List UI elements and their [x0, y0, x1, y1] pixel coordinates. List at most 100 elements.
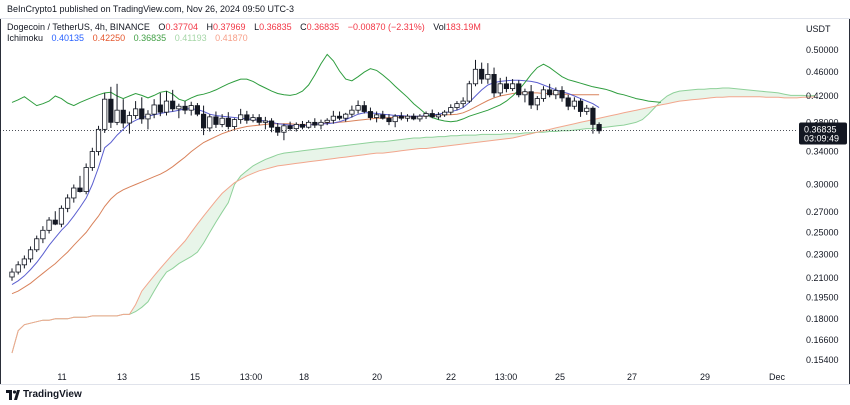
candle — [503, 76, 510, 93]
candle — [145, 110, 151, 130]
candle — [522, 88, 528, 103]
candle — [21, 255, 27, 269]
base-value: 0.42250 — [92, 33, 126, 43]
base-line — [11, 92, 600, 295]
indicator-name[interactable]: Ichimoku — [7, 33, 44, 43]
candle — [52, 211, 58, 226]
x-tick-label: 20 — [372, 372, 382, 382]
candle — [281, 123, 287, 141]
x-tick-label: 15 — [190, 372, 200, 382]
candle — [306, 120, 312, 129]
candle — [89, 147, 95, 171]
candle — [238, 108, 244, 124]
candle — [312, 118, 318, 128]
footer-bar: TradingView — [0, 384, 850, 405]
candle — [151, 99, 157, 119]
candle — [374, 111, 380, 123]
candle — [200, 105, 207, 136]
price-chart[interactable]: 0.50000 0.46000 0.42000 0.38000 0.34000 0.300… — [0, 0, 850, 384]
y-tick-label: 0.18000 — [806, 314, 839, 324]
candle-countdown: 03:09:49 — [804, 134, 839, 144]
candle — [170, 89, 176, 112]
candle — [34, 235, 40, 253]
candle — [516, 80, 522, 98]
candle — [250, 114, 256, 123]
publish-bar: BeInCrypto1 published on TradingView.com… — [0, 0, 850, 19]
x-tick-label: 13 — [117, 372, 127, 382]
candle — [95, 125, 102, 156]
candle — [318, 119, 324, 130]
candle — [472, 59, 479, 87]
candle — [540, 86, 547, 102]
candle — [411, 113, 417, 121]
high-value: 0.37969 — [213, 22, 246, 32]
candle — [126, 111, 133, 134]
candle — [590, 106, 596, 134]
candle — [417, 114, 423, 122]
candle — [386, 114, 392, 126]
y-tick-label: 0.34000 — [806, 147, 839, 157]
candle — [559, 86, 565, 102]
ichimoku-lines — [11, 53, 661, 295]
symbol-title[interactable]: Dogecoin / TetherUS, 4h, BINANCE — [7, 22, 150, 32]
y-tick-label: 0.42000 — [806, 91, 839, 101]
candle — [392, 114, 398, 128]
candle — [361, 101, 367, 114]
candle — [15, 261, 21, 275]
candle — [441, 110, 448, 117]
candle — [256, 114, 262, 126]
x-tick-label: 13:00 — [240, 372, 263, 382]
x-tick-label: 13:00 — [495, 372, 518, 382]
candle — [584, 104, 590, 115]
candle — [423, 111, 429, 119]
y-tick-label: 0.23000 — [806, 249, 839, 259]
volume-value: 183.19M — [445, 22, 481, 32]
candle — [120, 99, 126, 128]
candle — [429, 109, 435, 119]
candle — [157, 92, 163, 117]
candle — [547, 83, 553, 98]
candle — [398, 112, 404, 121]
candle — [528, 85, 534, 109]
open-value: 0.37704 — [165, 22, 198, 32]
publish-info: BeInCrypto1 published on TradingView.com… — [7, 4, 295, 14]
candle — [491, 67, 497, 98]
brand-name[interactable]: TradingView — [23, 389, 82, 400]
candle — [58, 205, 65, 228]
candle — [194, 103, 200, 117]
candle — [287, 121, 293, 131]
candle — [343, 112, 349, 122]
candle — [182, 101, 188, 115]
indicator-legend[interactable]: Ichimoku 0.40135 0.42250 0.36835 0.41193… — [7, 33, 248, 43]
ichimoku-cloud — [11, 87, 816, 354]
x-tick-label: 29 — [700, 372, 710, 382]
candle — [553, 87, 559, 100]
candle — [244, 110, 250, 124]
x-axis[interactable]: 11 13 15 13:00 18 20 22 13:00 25 27 29 Dec — [57, 372, 785, 382]
x-tick-label: 11 — [57, 372, 66, 382]
candle — [509, 79, 516, 92]
y-axis[interactable]: 0.50000 0.46000 0.42000 0.38000 0.34000 0.300… — [799, 45, 847, 365]
candle — [139, 97, 145, 124]
candle — [268, 118, 275, 133]
x-tick-label: Dec — [769, 372, 786, 382]
volume-label: Vol — [433, 22, 446, 32]
candle — [27, 246, 34, 263]
candle — [367, 107, 374, 121]
currency-label[interactable]: USDT — [806, 24, 831, 34]
close-label: C — [300, 22, 307, 32]
tradingview-logo-icon[interactable] — [6, 390, 20, 400]
candle — [83, 163, 89, 195]
x-tick-label: 27 — [627, 372, 637, 382]
y-tick-label: 0.19500 — [806, 293, 839, 303]
candle — [231, 118, 238, 130]
x-tick-label: 18 — [299, 372, 309, 382]
x-tick-label: 22 — [446, 372, 456, 382]
candle — [448, 104, 454, 115]
low-label: L — [254, 22, 260, 32]
candle — [40, 226, 46, 244]
candle — [225, 112, 231, 130]
high-label: H — [206, 22, 214, 32]
symbol-legend[interactable]: Dogecoin / TetherUS, 4h, BINANCE O0.3770… — [7, 22, 481, 32]
